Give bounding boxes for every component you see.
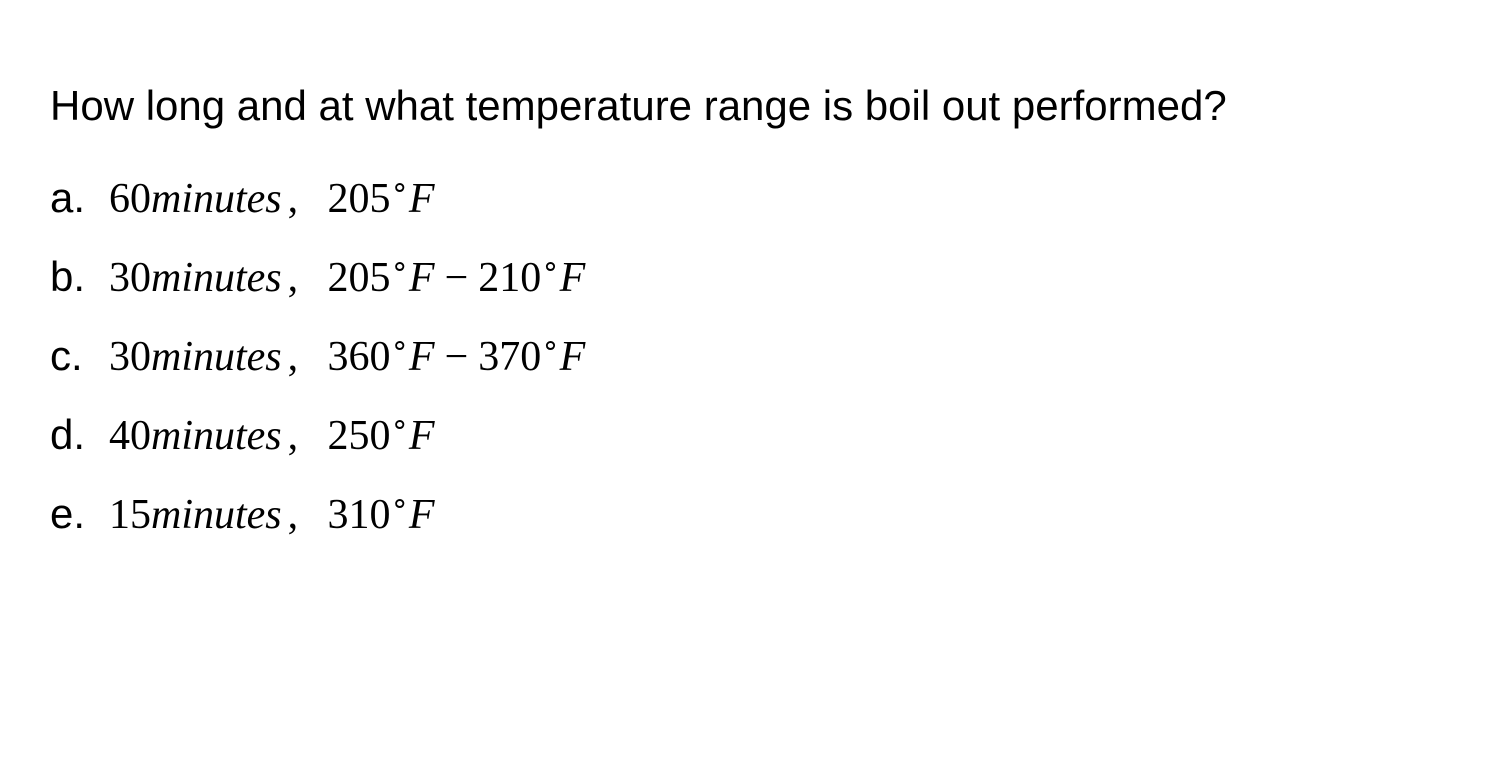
option-label: e. — [50, 482, 95, 545]
option-content: 40minutes, 250∘F — [109, 403, 435, 468]
options-container: a. 60minutes, 205∘F b. 30minutes, 205∘F−… — [50, 166, 1450, 547]
option-d[interactable]: d. 40minutes, 250∘F — [50, 403, 1450, 468]
option-e[interactable]: e. 15minutes, 310∘F — [50, 482, 1450, 547]
option-b[interactable]: b. 30minutes, 205∘F−210∘F — [50, 245, 1450, 310]
option-a[interactable]: a. 60minutes, 205∘F — [50, 166, 1450, 231]
option-content: 15minutes, 310∘F — [109, 482, 435, 547]
option-label: d. — [50, 403, 95, 466]
option-label: c. — [50, 324, 95, 387]
option-content: 30minutes, 360∘F−370∘F — [109, 324, 585, 389]
option-content: 60minutes, 205∘F — [109, 166, 435, 231]
option-label: b. — [50, 245, 95, 308]
option-label: a. — [50, 166, 95, 229]
question-text: How long and at what temperature range i… — [50, 70, 1450, 141]
option-content: 30minutes, 205∘F−210∘F — [109, 245, 585, 310]
option-c[interactable]: c. 30minutes, 360∘F−370∘F — [50, 324, 1450, 389]
